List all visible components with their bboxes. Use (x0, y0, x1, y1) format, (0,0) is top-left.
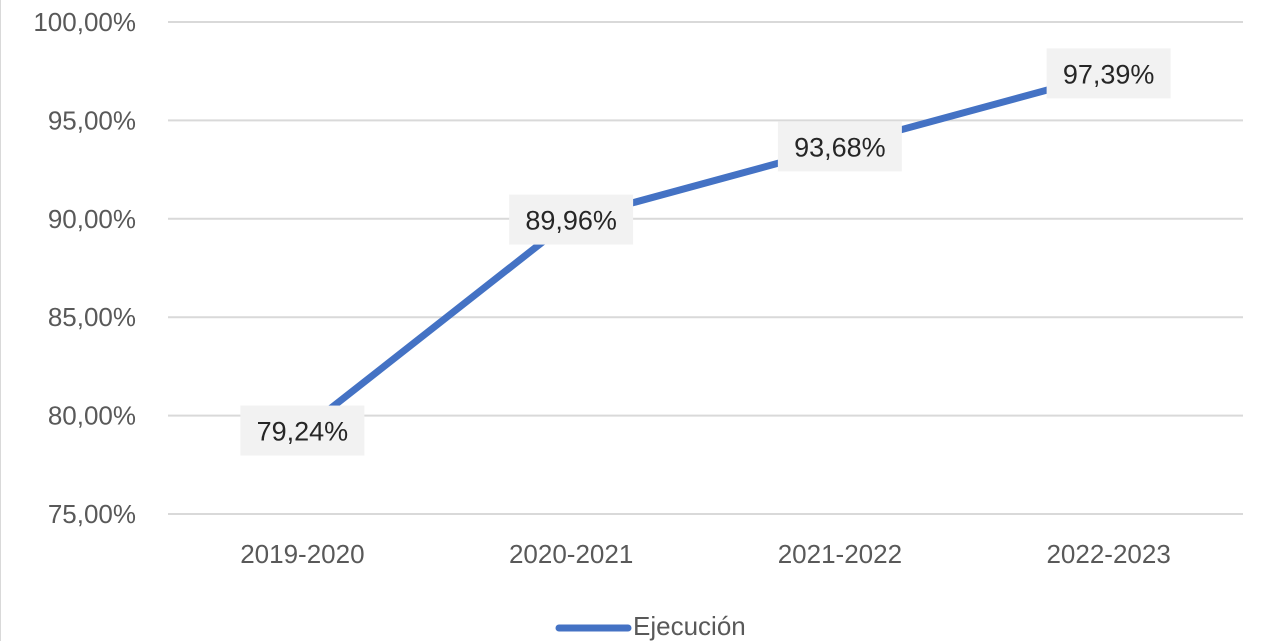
x-tick-label: 2021-2022 (778, 539, 902, 569)
y-tick-label: 85,00% (48, 302, 136, 332)
x-tick-label: 2020-2021 (509, 539, 633, 569)
y-tick-label: 100,00% (33, 7, 136, 37)
y-tick-label: 75,00% (48, 499, 136, 529)
series-lines (298, 69, 1113, 435)
legend-label: Ejecución (633, 611, 746, 641)
data-label-background (1046, 48, 1171, 99)
data-label: 79,24% (257, 417, 349, 447)
y-tick-label: 95,00% (48, 105, 136, 135)
y-axis: 100,00% 95,00% 90,00% 85,00% 80,00% 75,00% (33, 7, 136, 529)
data-label: 93,68% (794, 132, 886, 162)
data-label: 97,39% (1063, 59, 1155, 89)
x-axis: 2019-2020 2020-2021 2021-2022 2022-2023 (240, 539, 1171, 569)
data-label-background (777, 121, 902, 172)
legend: Ejecución (555, 611, 746, 641)
y-tick-label: 90,00% (48, 204, 136, 234)
data-label: 89,96% (525, 206, 617, 236)
y-tick-label: 80,00% (48, 401, 136, 431)
data-labels: 79,24% 89,96% 93,68% 97,39% (240, 48, 1171, 456)
series-line (298, 69, 1113, 435)
data-label-background (509, 194, 634, 245)
x-tick-label: 2019-2020 (240, 539, 364, 569)
x-tick-label: 2022-2023 (1046, 539, 1170, 569)
data-label-background (240, 405, 365, 456)
